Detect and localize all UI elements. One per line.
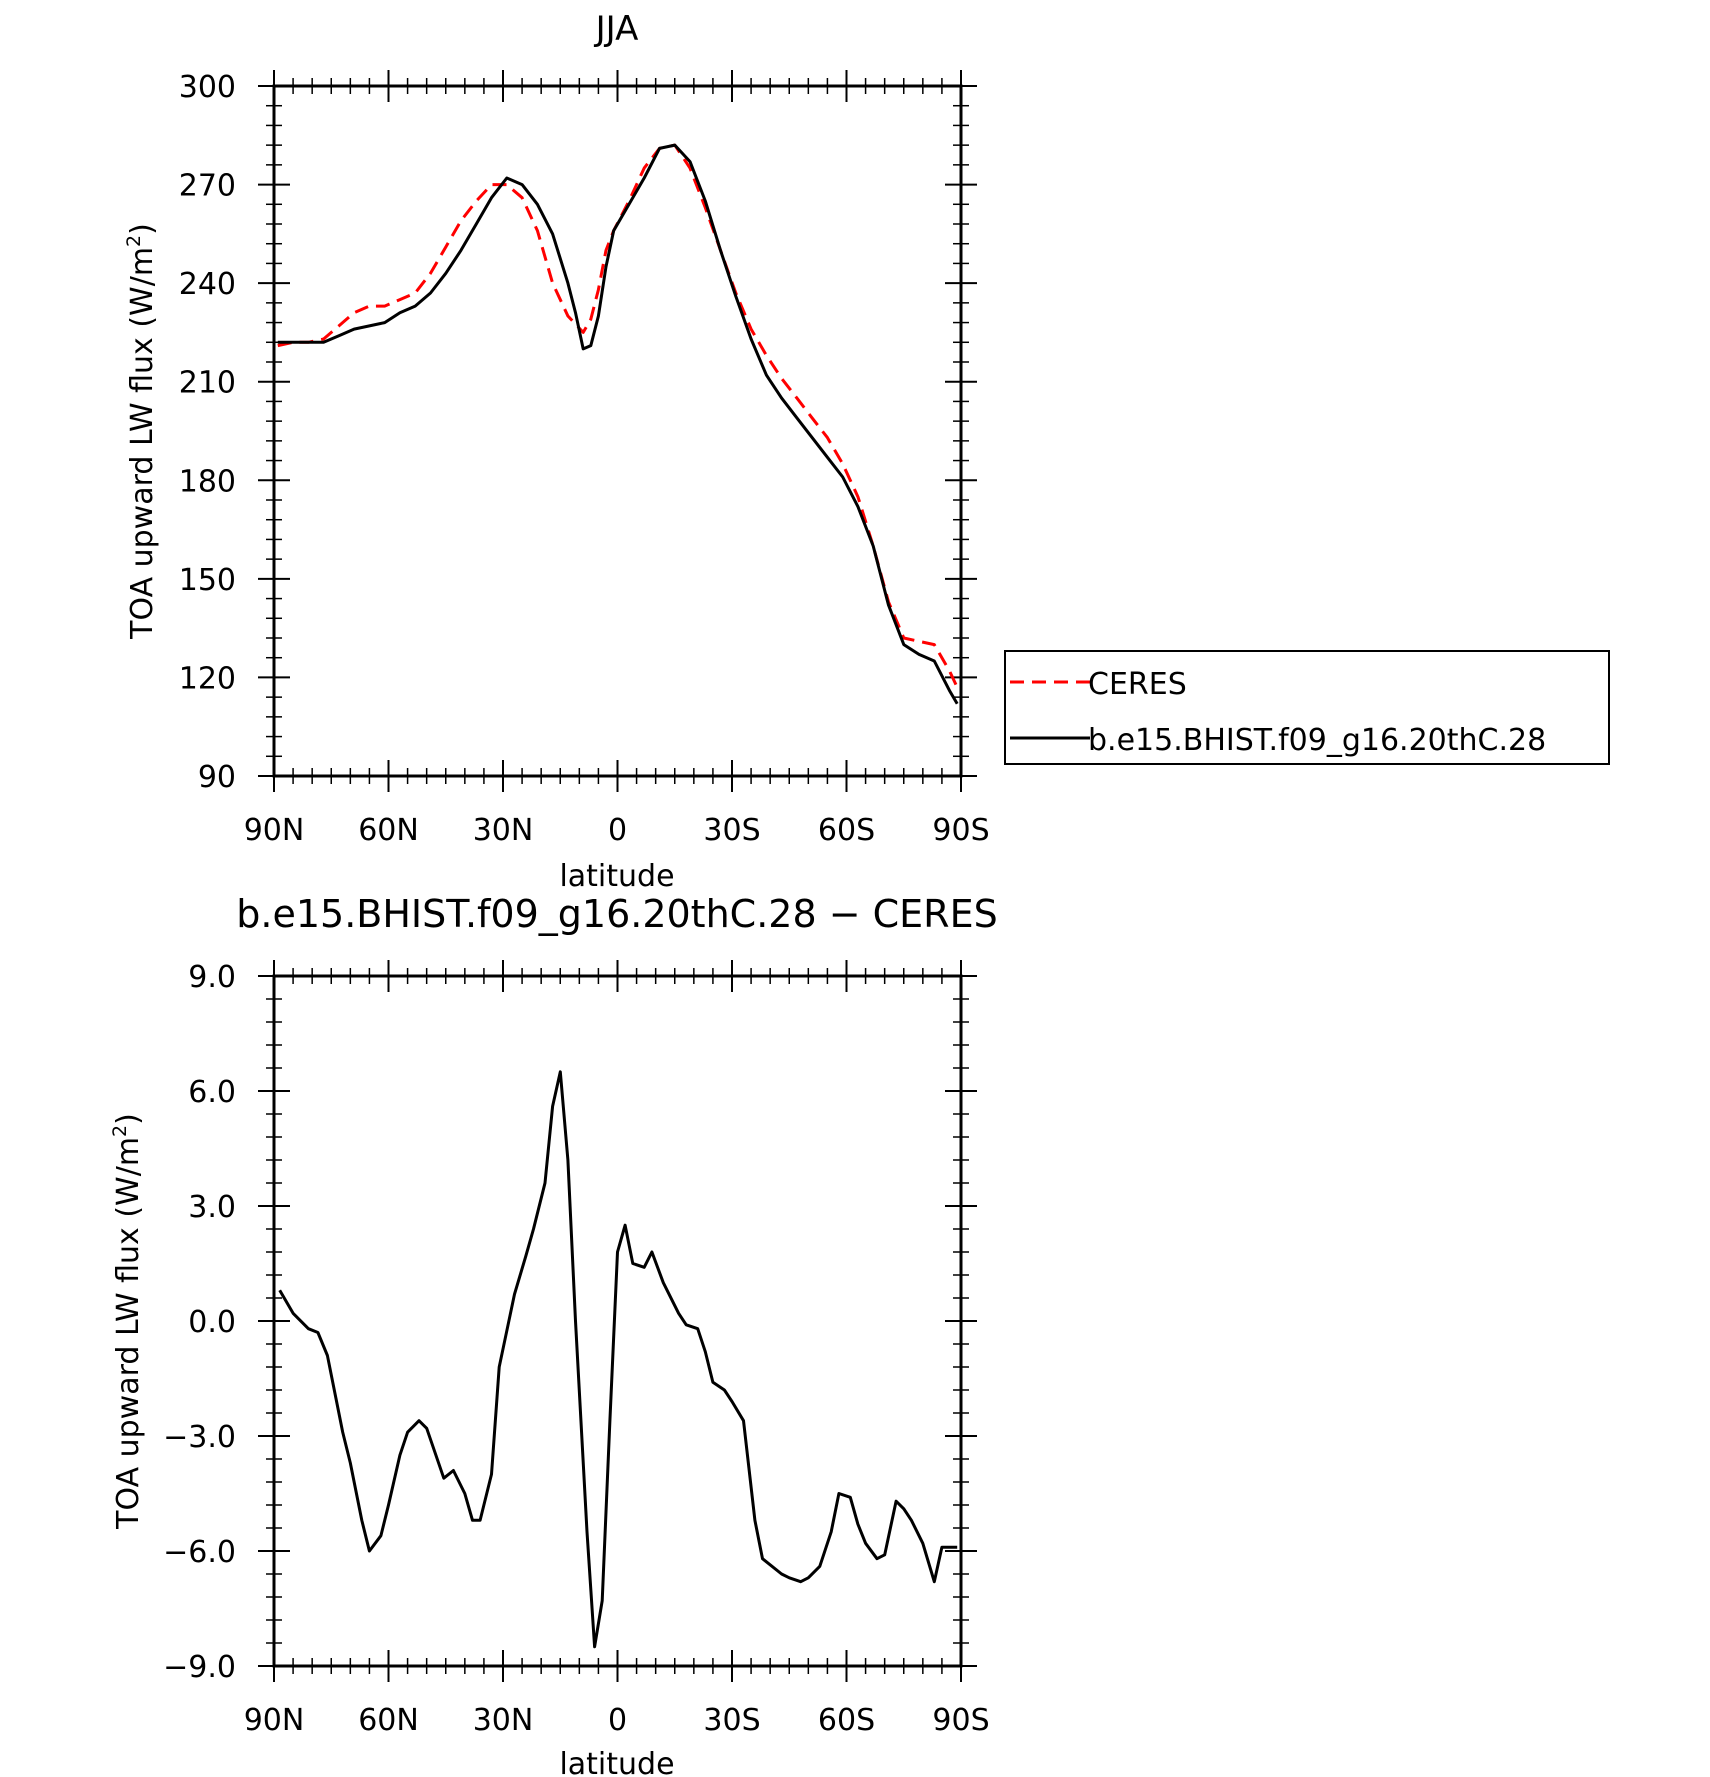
top-y-tick-label: 120 [179, 661, 236, 696]
top-y-axis-label-sup: 2 [123, 235, 145, 247]
bottom-series [278, 1070, 958, 1649]
legend-box [1004, 650, 1610, 765]
legend-label-model: b.e15.BHIST.f09_g16.20thC.28 [1088, 723, 1546, 758]
bottom-x-tick-label: 60N [358, 1703, 419, 1738]
bottom-y-tick-label: 9.0 [188, 960, 236, 995]
bottom-series-line-difference [278, 1070, 958, 1649]
bottom-x-tick-label: 30S [703, 1703, 760, 1738]
top-y-tick-label: 180 [179, 464, 236, 499]
bottom-x-tick-label: 90S [932, 1703, 989, 1738]
bottom-chart-title: b.e15.BHIST.f09_g16.20thC.28 − CERES [236, 892, 997, 936]
bottom-y-axis-label: TOA upward LW flux (W/m2) [109, 1113, 146, 1530]
bottom-x-tick-labels: 90N 60N 30N 0 30S 60S 90S [244, 1703, 990, 1738]
top-x-tick-label: 0 [608, 813, 627, 848]
bottom-y-tick-label: −6.0 [163, 1535, 236, 1570]
bottom-y-axis-label-main: TOA upward LW flux (W/m [111, 1137, 146, 1530]
legend: CERES b.e15.BHIST.f09_g16.20thC.28 [1004, 650, 1610, 765]
bottom-y-tick-label: 0.0 [188, 1305, 236, 1340]
top-x-tick-labels: 90N 60N 30N 0 30S 60S 90S [244, 813, 990, 848]
bottom-x-tick-label: 0 [608, 1703, 627, 1738]
bottom-x-tick-label: 30N [473, 1703, 534, 1738]
top-x-tick-label: 60S [818, 813, 875, 848]
top-y-tick-label: 150 [179, 563, 236, 598]
top-y-tick-labels: 90 120 150 180 210 240 270 300 [179, 70, 236, 795]
top-x-tick-label: 90S [932, 813, 989, 848]
bottom-x-axis-label: latitude [559, 1747, 674, 1777]
top-y-tick-label: 300 [179, 70, 236, 105]
top-y-axis-label: TOA upward LW flux (W/m2) [123, 223, 160, 640]
top-y-axis-label-main: TOA upward LW flux (W/m [125, 247, 160, 640]
bottom-panel: b.e15.BHIST.f09_g16.20thC.28 − CERES −9.… [109, 892, 998, 1777]
top-x-tick-label: 30N [473, 813, 534, 848]
top-y-tick-label: 210 [179, 366, 236, 401]
top-series-line-model [277, 143, 959, 705]
top-x-axis-label: latitude [559, 859, 674, 894]
top-x-tick-label: 90N [244, 813, 305, 848]
bottom-x-tick-label: 90N [244, 1703, 305, 1738]
top-y-tick-label: 240 [179, 267, 236, 302]
bottom-y-axis-label-close: ) [111, 1113, 146, 1125]
bottom-y-tick-label: 3.0 [188, 1190, 236, 1225]
bottom-x-tick-label: 60S [818, 1703, 875, 1738]
legend-label-ceres: CERES [1088, 667, 1187, 702]
top-panel: JJA 90 120 150 180 210 240 270 300 90N 60N 30N 0 30… [123, 9, 1610, 894]
top-x-tick-label: 60N [358, 813, 419, 848]
top-plot-frame [272, 84, 963, 778]
top-x-tick-label: 30S [703, 813, 760, 848]
top-chart-title: JJA [594, 9, 639, 49]
bottom-plot-frame [272, 974, 963, 1668]
bottom-y-tick-label: −9.0 [163, 1650, 236, 1685]
top-y-tick-label: 90 [198, 760, 236, 795]
bottom-y-axis-label-sup: 2 [109, 1125, 131, 1137]
top-series-line-ceres [277, 143, 959, 688]
bottom-y-tick-label: −3.0 [163, 1420, 236, 1455]
bottom-y-tick-labels: −9.0 −6.0 −3.0 0.0 3.0 6.0 9.0 [163, 960, 236, 1685]
top-series [277, 143, 959, 705]
top-y-axis-label-close: ) [125, 223, 160, 235]
bottom-y-tick-label: 6.0 [188, 1075, 236, 1110]
top-y-tick-label: 270 [179, 169, 236, 204]
